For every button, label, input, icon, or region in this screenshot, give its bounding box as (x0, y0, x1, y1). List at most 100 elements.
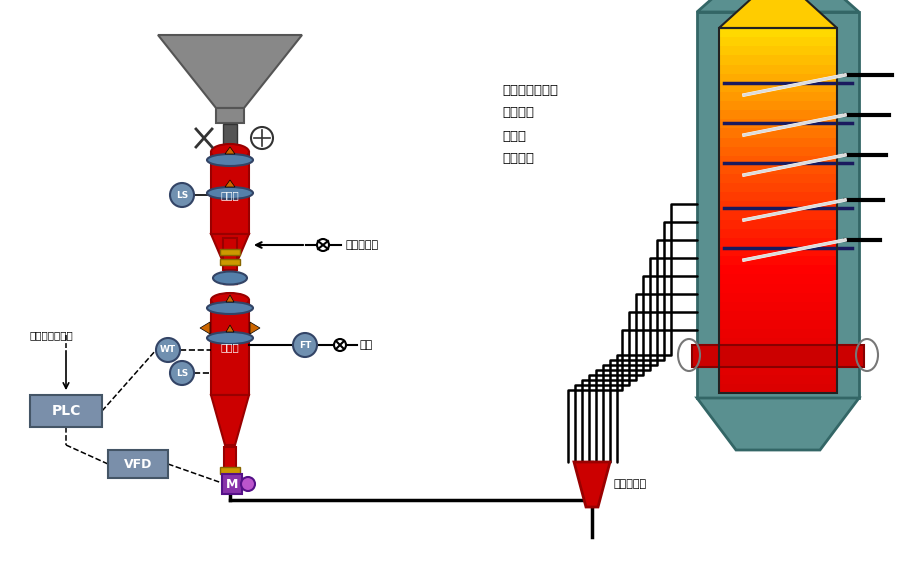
Bar (719, 128, 837, 137)
Bar (719, 65, 837, 74)
Bar (719, 28, 837, 37)
Bar (719, 229, 837, 238)
Bar (719, 156, 837, 165)
Polygon shape (697, 0, 859, 12)
Ellipse shape (207, 187, 253, 199)
Bar (719, 192, 837, 201)
Text: M: M (226, 478, 239, 491)
Text: PLC: PLC (52, 404, 81, 418)
Polygon shape (200, 322, 210, 334)
Bar (719, 366, 837, 375)
Text: LS: LS (176, 190, 188, 200)
Polygon shape (211, 234, 249, 262)
Bar (719, 165, 837, 174)
Bar (719, 46, 837, 55)
Bar (719, 302, 837, 311)
Text: 喷吹罐: 喷吹罐 (220, 343, 239, 352)
Bar (719, 293, 837, 302)
Bar (719, 338, 837, 347)
Polygon shape (158, 35, 302, 108)
Bar (719, 384, 837, 393)
Bar (719, 101, 837, 110)
Ellipse shape (211, 144, 249, 160)
Bar (220, 259, 240, 265)
Bar (719, 183, 837, 192)
Bar (719, 83, 837, 92)
Polygon shape (226, 325, 234, 332)
Bar (719, 210, 837, 220)
Text: 熔炼炉: 熔炼炉 (502, 129, 526, 142)
Polygon shape (250, 322, 260, 334)
Bar (719, 55, 837, 65)
Bar (220, 249, 240, 255)
Polygon shape (211, 395, 249, 445)
Polygon shape (225, 147, 235, 154)
Ellipse shape (213, 272, 247, 284)
Bar (719, 265, 837, 275)
Bar (108, 450, 168, 478)
Bar (719, 146, 837, 156)
Bar (719, 311, 837, 320)
Ellipse shape (207, 332, 253, 344)
Polygon shape (719, 0, 837, 28)
Text: 循环流化床锅炉: 循环流化床锅炉 (502, 84, 558, 97)
Bar (719, 174, 837, 183)
Bar (220, 467, 240, 474)
Polygon shape (697, 12, 859, 398)
Bar (719, 247, 837, 256)
Bar (719, 28, 837, 393)
Bar (719, 201, 837, 210)
Bar (719, 356, 837, 366)
Polygon shape (226, 295, 234, 302)
Text: 炼铁高炉: 炼铁高炉 (502, 106, 534, 120)
Bar (719, 119, 837, 128)
Bar (224, 447, 236, 482)
Text: WT: WT (160, 345, 176, 355)
Circle shape (334, 339, 346, 351)
Text: 收料罐: 收料罐 (220, 190, 239, 200)
Text: 炼钢电炉: 炼钢电炉 (502, 153, 534, 165)
Bar (719, 320, 837, 329)
Circle shape (317, 239, 329, 251)
Bar (222, 474, 242, 494)
Bar (719, 92, 837, 101)
Polygon shape (225, 180, 235, 187)
Text: 给料量连续可调: 给料量连续可调 (30, 330, 73, 340)
Circle shape (156, 338, 180, 362)
Text: FT: FT (298, 340, 311, 349)
Text: 管路分配器: 管路分配器 (614, 479, 647, 490)
Bar (211, 152, 249, 234)
Bar (719, 238, 837, 247)
Bar (223, 238, 237, 270)
Bar (719, 74, 837, 83)
Bar (216, 108, 244, 123)
Circle shape (170, 183, 194, 207)
Bar (719, 137, 837, 146)
Circle shape (293, 333, 317, 357)
Bar (719, 275, 837, 284)
Bar (211, 300, 249, 395)
Bar (719, 284, 837, 293)
Text: LS: LS (176, 368, 188, 378)
Bar (719, 220, 837, 229)
Circle shape (241, 477, 255, 491)
Text: 流化加压气: 流化加压气 (346, 240, 379, 250)
Ellipse shape (207, 302, 253, 314)
Bar (719, 37, 837, 46)
Text: VFD: VFD (124, 458, 152, 471)
Bar (719, 347, 837, 356)
Circle shape (170, 361, 194, 385)
Ellipse shape (211, 293, 249, 307)
Circle shape (251, 127, 273, 149)
Bar (223, 272, 237, 284)
Ellipse shape (207, 154, 253, 166)
Bar (719, 256, 837, 265)
Bar (719, 110, 837, 119)
Bar (719, 375, 837, 384)
Bar (223, 124, 237, 148)
Bar (30, 395, 102, 427)
Text: 气源: 气源 (360, 340, 374, 350)
Bar (719, 329, 837, 338)
Polygon shape (697, 398, 859, 450)
Bar (692, 345, 864, 367)
